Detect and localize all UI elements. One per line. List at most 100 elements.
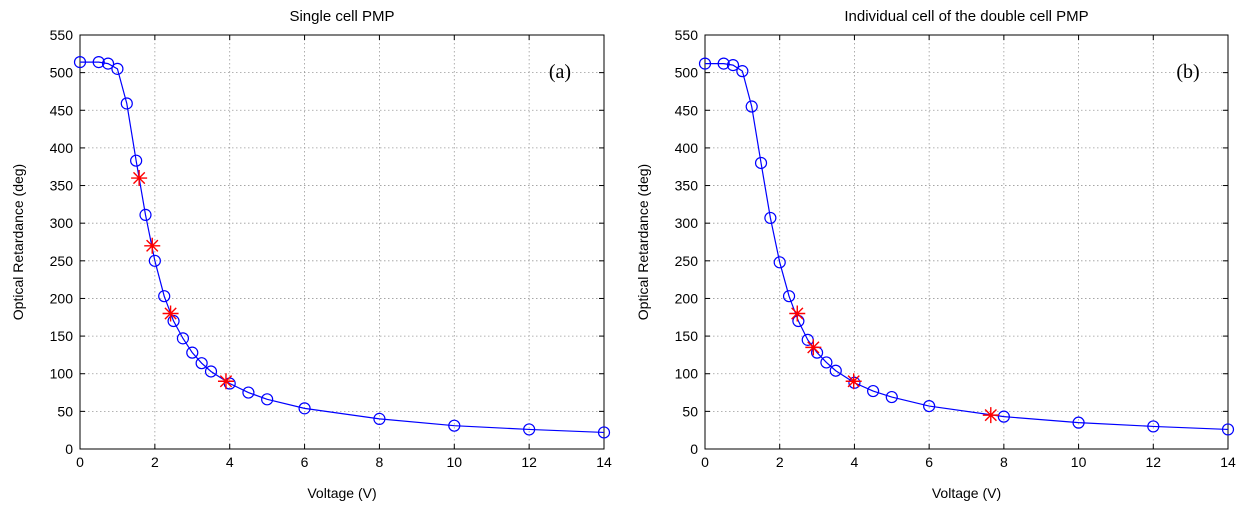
- plot-area: [705, 35, 1228, 449]
- y-tick-label: 200: [675, 290, 699, 306]
- x-tick-label: 12: [521, 454, 537, 470]
- data-point-circle: [717, 57, 730, 70]
- data-point-circle: [195, 357, 208, 370]
- data-point-circle: [1147, 420, 1160, 433]
- y-tick-label: 400: [50, 140, 74, 156]
- data-point-circle: [745, 100, 758, 113]
- x-tick-label: 0: [701, 454, 709, 470]
- data-point-circle: [1221, 423, 1235, 436]
- data-point-asterisk: [982, 407, 999, 424]
- y-tick-label: 50: [682, 403, 698, 419]
- chart-panel-b: 0 2 4 6 8 10 12 14 0 50 100 150 200 250 300 350 400 450 50…: [635, 8, 1236, 501]
- data-point-circle: [186, 346, 199, 359]
- data-point-circle: [101, 57, 115, 70]
- x-axis-label: Voltage (V): [932, 485, 1001, 501]
- data-point-asterisk: [789, 305, 806, 322]
- y-tick-label: 200: [50, 290, 74, 306]
- data-point-asterisk: [162, 305, 179, 322]
- data-point-circle: [130, 154, 143, 167]
- panel-label: (a): [549, 61, 571, 83]
- y-axis-label: Optical Retardance (deg): [10, 164, 26, 320]
- x-tick-label: 2: [776, 454, 784, 470]
- data-point-circle: [92, 55, 105, 69]
- y-tick-label: 0: [690, 441, 698, 457]
- y-tick-label: 550: [675, 27, 699, 43]
- data-point-circle: [1072, 416, 1085, 429]
- data-point-circle: [885, 390, 898, 404]
- data-point-circle: [139, 208, 152, 222]
- data-point-circle: [923, 399, 936, 413]
- data-point-circle: [523, 423, 536, 436]
- data-point-circle: [829, 364, 842, 377]
- data-point-circle: [726, 59, 740, 72]
- y-tick-label: 350: [675, 178, 699, 194]
- y-tick-label: 150: [50, 328, 74, 344]
- data-point-circle: [782, 290, 796, 303]
- x-tick-label: 6: [925, 454, 933, 470]
- data-point-circle: [448, 419, 461, 432]
- data-point-circle: [754, 156, 768, 170]
- y-tick-label: 250: [675, 253, 699, 269]
- data-point-circle: [261, 393, 274, 406]
- axes-frame: [704, 34, 1229, 450]
- y-tick-label: 150: [675, 328, 699, 344]
- x-tick-label: 14: [596, 454, 612, 470]
- x-tick-label: 2: [151, 454, 159, 470]
- panel-label: (b): [1176, 61, 1199, 83]
- x-tick-label: 10: [446, 454, 462, 470]
- axes-frame: [79, 34, 605, 450]
- data-point-asterisk: [845, 373, 862, 390]
- data-point-circle: [764, 211, 777, 225]
- data-point-circle: [997, 410, 1010, 423]
- plot-area: [80, 35, 604, 449]
- data-point-asterisk: [131, 170, 148, 187]
- y-tick-label: 350: [50, 178, 74, 194]
- x-tick-label: 14: [1220, 454, 1236, 470]
- y-tick-label: 0: [65, 441, 73, 457]
- data-point-circle: [204, 365, 218, 378]
- data-point-circle: [848, 376, 861, 389]
- y-tick-label: 50: [57, 403, 73, 419]
- y-tick-label: 100: [50, 366, 74, 382]
- y-tick-label: 300: [675, 215, 699, 231]
- data-point-circle: [373, 412, 386, 425]
- y-tick-label: 250: [50, 253, 74, 269]
- data-point-asterisk: [217, 373, 234, 390]
- y-tick-label: 500: [675, 65, 699, 81]
- series-line: [80, 61, 605, 434]
- data-point-circle: [176, 332, 190, 345]
- x-tick-label: 10: [1071, 454, 1087, 470]
- chart-panel-a: 0 2 4 6 8 10 12 14 0 50 100 150 200 250 300 350 400 450 50…: [10, 8, 612, 501]
- y-tick-label: 450: [675, 102, 699, 118]
- x-tick-label: 6: [301, 454, 309, 470]
- data-point-circle: [773, 256, 786, 269]
- x-tick-label: 0: [76, 454, 84, 470]
- y-tick-label: 500: [50, 65, 74, 81]
- data-point-circle: [148, 254, 161, 267]
- x-tick-label: 4: [851, 454, 859, 470]
- data-point-asterisk: [144, 237, 161, 254]
- data-point-circle: [158, 290, 171, 303]
- data-point-circle: [597, 426, 611, 439]
- y-tick-label: 100: [675, 366, 699, 382]
- y-tick-label: 450: [50, 102, 74, 118]
- x-axis-label: Voltage (V): [307, 485, 376, 501]
- y-tick-label: 550: [50, 27, 74, 43]
- y-tick-label: 300: [50, 215, 74, 231]
- data-point-circle: [242, 386, 255, 399]
- data-point-asterisk: [805, 339, 822, 356]
- x-tick-label: 8: [376, 454, 384, 470]
- chart-title: Individual cell of the double cell PMP: [844, 8, 1088, 25]
- data-point-circle: [120, 97, 133, 110]
- data-point-circle: [736, 65, 749, 78]
- x-tick-label: 4: [226, 454, 234, 470]
- data-point-circle: [820, 356, 833, 369]
- y-tick-label: 400: [675, 140, 699, 156]
- data-point-circle: [698, 57, 712, 70]
- data-point-circle: [111, 62, 124, 75]
- chart-title: Single cell PMP: [289, 8, 394, 25]
- y-axis-label: Optical Retardance (deg): [635, 164, 651, 320]
- data-point-circle: [298, 402, 311, 415]
- data-point-circle: [73, 55, 87, 69]
